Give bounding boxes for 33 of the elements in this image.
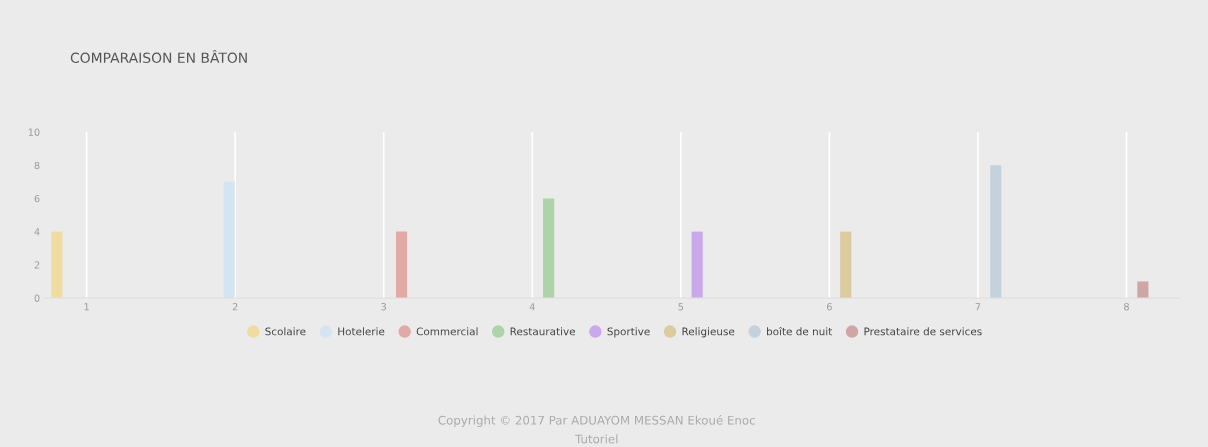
legend-label: Scolaire [265,327,306,336]
x-tick-label: 4 [529,303,535,311]
legend-label: Sportive [607,327,650,338]
x-tick-label: 1 [84,303,89,311]
x-tick-label: 6 [826,303,832,311]
bar [223,181,235,298]
y-tick-label: 4 [34,228,40,236]
x-tick-label: 8 [1124,303,1129,311]
bar [543,198,555,298]
bar [1137,281,1149,298]
y-tick-label: 2 [34,261,40,269]
y-tick-label: 10 [28,128,40,136]
bar [840,231,852,298]
text: Tutoriel [575,434,618,444]
y-tick-label: 6 [34,194,40,203]
x-tick-label: 2 [232,303,238,311]
legend-label: Prestataire de services [864,327,982,336]
x-tick-label: 5 [678,303,684,311]
x-tick-label: 7 [975,303,981,311]
bar [691,231,703,298]
x-tick-label: 3 [381,303,387,311]
y-tick-label: 0 [34,294,40,302]
legend-label: boîte de nuit [767,326,833,336]
y-tick-label: 8 [34,161,40,170]
legend-label: Hotelerie [338,327,385,336]
bar [395,231,408,298]
text: Copyright © 2017 Par ADUAYOM MESSAN Ekoué Enoc [438,415,755,427]
legend-label: Religieuse [682,327,735,338]
legend-label: Commercial [416,327,478,336]
bar [51,231,63,298]
chart-title: COMPARAISON EN BÂTON [70,49,247,64]
legend-label: Restaurative [510,327,576,336]
bar [990,165,1002,298]
